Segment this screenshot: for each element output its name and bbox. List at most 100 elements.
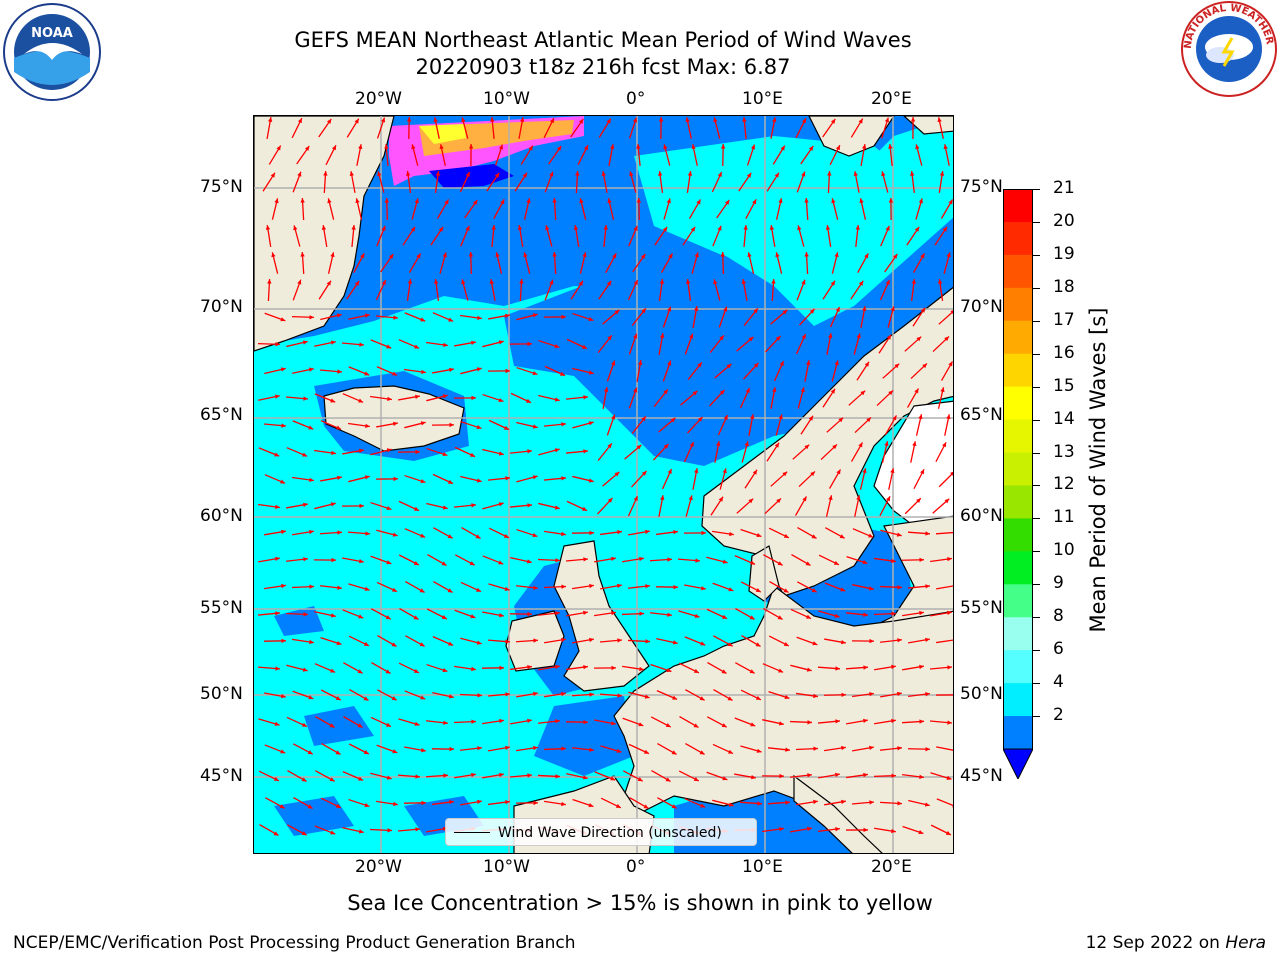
wind-wave-arrowhead xyxy=(700,641,706,646)
wind-wave-arrowhead xyxy=(643,749,649,754)
wind-wave-arrowhead xyxy=(364,371,370,376)
wind-wave-arrowhead xyxy=(498,502,504,507)
wind-wave-arrowhead xyxy=(713,279,718,285)
wind-wave-arrowhead xyxy=(658,117,664,122)
wind-wave-arrowhead xyxy=(517,225,523,230)
wind-wave-arrowhead xyxy=(772,387,777,393)
wind-wave-arrowhead xyxy=(589,583,594,589)
colorbar-title: Mean Period of Wind Waves [s] xyxy=(1086,307,1110,633)
wind-wave-arrowhead xyxy=(699,750,705,755)
wind-wave-arrowhead xyxy=(774,172,779,178)
wind-wave-arrowhead xyxy=(897,801,902,806)
wind-wave-arrowhead xyxy=(673,529,678,535)
wind-wave-arrowhead xyxy=(405,171,411,176)
wind-wave-arrowhead xyxy=(358,614,364,619)
wind-wave-arrowhead xyxy=(720,144,726,149)
wind-wave-arrowhead xyxy=(886,334,892,340)
colorbar-tick-label: 12 xyxy=(1053,474,1075,495)
wind-wave-arrowhead xyxy=(897,585,902,590)
wind-wave-arrowhead xyxy=(555,558,560,563)
wind-wave-arrowhead xyxy=(413,561,419,565)
wind-wave-arrowhead xyxy=(413,668,419,673)
wind-wave-arrowhead xyxy=(601,171,606,177)
wind-wave-arrowhead xyxy=(476,367,482,372)
wind-wave-arrowhead xyxy=(435,171,441,176)
wind-wave-arrowhead xyxy=(589,692,594,697)
wind-wave-arrowhead xyxy=(327,198,332,204)
wind-wave-arrowhead xyxy=(948,199,953,205)
wind-wave-arrowhead xyxy=(752,199,757,205)
wind-wave-arrowhead xyxy=(833,560,839,565)
wind-wave-arrowhead xyxy=(308,425,314,430)
wind-wave-arrowhead xyxy=(890,468,895,474)
wind-wave-arrowhead xyxy=(892,253,898,259)
wind-wave-arrowhead xyxy=(351,225,356,230)
wind-wave-arrowhead xyxy=(693,306,699,311)
wind-wave-arrowhead xyxy=(420,533,426,538)
wind-wave-arrowhead xyxy=(392,532,398,537)
wind-wave-arrowhead xyxy=(573,225,579,230)
wind-wave-arrowhead xyxy=(337,530,342,535)
wind-wave-arrowhead xyxy=(607,198,612,204)
wind-wave-arrowhead xyxy=(771,279,776,284)
wind-wave-arrowhead xyxy=(363,696,369,701)
wind-wave-arrowhead xyxy=(696,199,701,205)
wind-wave-arrowhead xyxy=(778,414,783,420)
wind-wave-arrowhead xyxy=(892,415,897,421)
wind-wave-arrowhead xyxy=(632,117,638,123)
wind-wave-arrowhead xyxy=(918,414,923,420)
wind-wave-arrowhead xyxy=(841,692,846,698)
wind-wave-arrowhead xyxy=(721,614,727,619)
wind-wave-arrowhead xyxy=(831,198,836,204)
wind-wave-arrowhead xyxy=(355,198,360,204)
wind-wave-arrowhead xyxy=(393,476,398,482)
wind-wave-arrowhead xyxy=(527,664,532,670)
wind-wave-arrowhead xyxy=(916,498,921,503)
wind-wave-arrowhead xyxy=(477,746,482,751)
wind-wave-arrowhead xyxy=(385,615,391,620)
wind-wave-arrowhead xyxy=(477,693,482,698)
wind-wave-arrow xyxy=(935,531,953,535)
wind-wave-arrowhead xyxy=(919,557,924,563)
wind-wave-arrowhead xyxy=(330,613,336,618)
wind-wave-arrowhead xyxy=(433,279,439,284)
wind-wave-arrowhead xyxy=(270,172,275,178)
wind-wave-arrowhead xyxy=(695,558,700,563)
wind-wave-arrowhead xyxy=(640,253,646,259)
wind-wave-arrowhead xyxy=(639,556,644,562)
wind-wave-arrowhead xyxy=(939,171,945,176)
wind-wave-arrowhead xyxy=(607,335,612,341)
wind-wave-arrowhead xyxy=(891,611,896,616)
wind-wave-arrowhead xyxy=(384,198,389,203)
wind-wave-arrowhead xyxy=(639,611,644,616)
wind-wave-arrowhead xyxy=(499,718,504,724)
wind-wave-arrowhead xyxy=(549,279,554,285)
wind-wave-arrowhead xyxy=(920,307,926,313)
wind-wave-arrowhead xyxy=(920,469,925,475)
wind-wave-arrowhead xyxy=(862,468,867,474)
land-continent xyxy=(613,585,953,853)
wind-wave-arrowhead xyxy=(415,827,420,832)
wind-wave-arrowhead xyxy=(617,529,622,535)
wind-wave-arrowhead xyxy=(834,252,839,258)
wind-wave-arrowhead xyxy=(891,664,896,670)
wind-wave-arrowhead xyxy=(805,561,811,566)
wind-wave-arrowhead xyxy=(948,361,953,367)
wind-wave-arrowhead xyxy=(475,534,481,539)
wind-wave-arrowhead xyxy=(918,198,923,204)
wind-wave-arrowhead xyxy=(303,396,308,401)
wind-wave-arrowhead xyxy=(477,315,482,321)
wind-wave-arrowhead xyxy=(447,588,453,593)
wind-wave-arrowhead xyxy=(920,253,925,259)
wind-wave-arrowhead xyxy=(806,614,812,619)
wind-wave-arrowhead xyxy=(421,369,426,375)
wind-wave-arrowhead xyxy=(945,830,951,835)
wind-wave-arrowhead xyxy=(330,340,336,345)
wind-wave-arrowhead xyxy=(693,668,699,673)
wind-wave-arrowhead xyxy=(416,253,421,259)
colorbar-tick-label: 19 xyxy=(1053,243,1075,264)
wind-wave-arrowhead xyxy=(862,559,868,565)
wind-wave-arrowhead xyxy=(862,144,867,149)
wind-wave-arrowhead xyxy=(274,721,280,726)
wind-wave-arrowhead xyxy=(841,640,846,645)
